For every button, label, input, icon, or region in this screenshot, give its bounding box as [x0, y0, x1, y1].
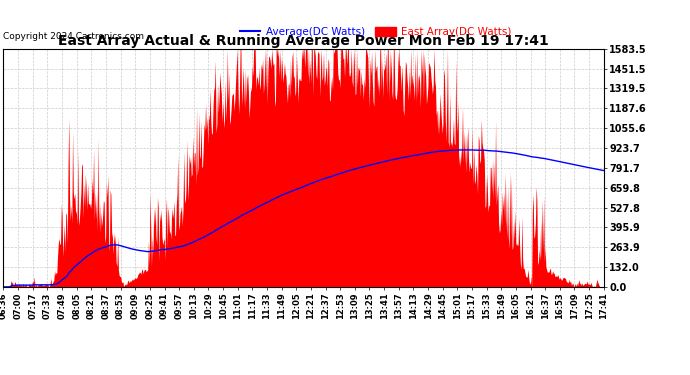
Title: East Array Actual & Running Average Power Mon Feb 19 17:41: East Array Actual & Running Average Powe… — [58, 34, 549, 48]
Text: Copyright 2024 Cartronics.com: Copyright 2024 Cartronics.com — [3, 32, 144, 41]
Legend: Average(DC Watts), East Array(DC Watts): Average(DC Watts), East Array(DC Watts) — [235, 23, 516, 41]
